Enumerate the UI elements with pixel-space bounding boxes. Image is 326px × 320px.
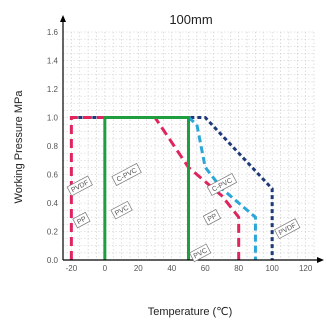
series-tag-box [72, 211, 91, 229]
y-tick-label: 0.8 [47, 142, 59, 151]
y-tick-label: 1.6 [47, 28, 59, 37]
x-tick-label: 120 [299, 264, 313, 273]
tick-labels: 0.0 0.2 0.4 0.6 0.8 1.0 1.2 1.4 1.6 -20 0 20 40 60 80 1… [47, 28, 313, 273]
series-tag: PVDF [66, 175, 93, 197]
x-tick-label: 40 [167, 264, 176, 273]
series-tag: C-PVC [111, 163, 142, 186]
y-tick-label: 1.0 [47, 114, 59, 123]
series-tag-box [202, 209, 222, 226]
series-tag-label: PP [76, 216, 88, 227]
series-tag-box [206, 173, 238, 196]
y-tick-label: 0.2 [47, 228, 59, 237]
x-tick-label: 80 [234, 264, 243, 273]
y-tick-label: 1.4 [47, 57, 59, 66]
series-tag: PP [202, 209, 222, 226]
y-axis-title: Working Pressure MPa [13, 90, 25, 204]
x-tick-label: 0 [103, 264, 108, 273]
series-tag-label: PP [207, 213, 219, 224]
y-tick-label: 0.0 [47, 256, 59, 265]
x-axis-arrow-icon [317, 257, 324, 263]
series-tag-box [110, 200, 133, 220]
x-axis-title: Temperature (℃) [148, 306, 233, 318]
y-tick-label: 1.2 [47, 85, 59, 94]
series-tag-box [274, 218, 301, 240]
x-tick-label: 20 [134, 264, 143, 273]
chart-title: 100mm [169, 12, 212, 27]
axes [60, 15, 324, 263]
series-line-pvc [103, 116, 190, 260]
series-tag-box [66, 175, 93, 197]
series-tag: PVC [189, 243, 212, 263]
y-tick-label: 0.6 [47, 171, 59, 180]
series-line-pvdf [71, 116, 274, 260]
series-tag: PP [72, 211, 91, 229]
y-axis-arrow-icon [60, 15, 66, 22]
x-tick-label: 60 [201, 264, 210, 273]
series-tag: PVDF [274, 218, 301, 240]
x-tick-label: -20 [66, 264, 78, 273]
x-tick-label: 100 [265, 264, 279, 273]
y-tick-label: 0.4 [47, 199, 59, 208]
series-tag-box [189, 243, 212, 263]
series-tag-box [111, 163, 142, 186]
